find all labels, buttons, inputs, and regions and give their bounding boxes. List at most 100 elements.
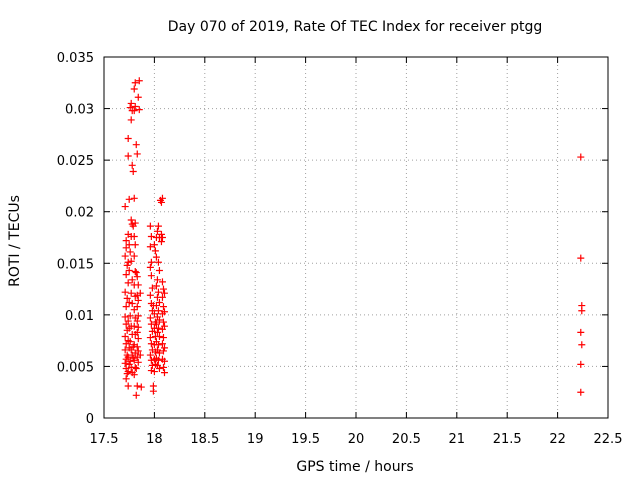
y-tick-label: 0.025 [57,154,94,169]
data-point [159,318,167,326]
data-point [123,294,131,302]
data-point [127,99,135,107]
y-tick-label: 0.035 [57,51,94,66]
data-point [152,253,160,261]
x-axis-ticks: 17.5 18 18.5 19 19.5 20 20.5 21 21.5 22 22.5 [90,57,623,447]
data-point [147,356,155,364]
data-point [155,316,163,324]
data-point [152,302,160,310]
x-tick-label: 18.5 [190,432,219,447]
data-point [155,333,163,341]
data-point [121,252,129,260]
data-point [159,303,167,311]
data-point [133,328,141,336]
x-tick-label: 22.5 [594,432,623,447]
data-point [133,273,141,281]
data-point [577,360,585,368]
data-point [147,232,155,240]
data-point [160,357,168,365]
data-point [151,247,159,255]
data-point [578,341,586,349]
data-point [577,388,585,396]
data-points [121,77,586,399]
data-point [153,276,161,284]
data-point [125,195,133,203]
data-point [158,293,166,301]
y-tick-label: 0.02 [65,206,94,221]
data-point [125,298,133,306]
data-point [134,323,142,331]
data-point [154,258,162,266]
data-point [130,356,138,364]
data-point [148,284,156,292]
data-point [160,308,168,316]
data-point [146,314,154,322]
data-point [128,300,136,308]
data-point [124,317,132,325]
data-point [149,387,157,395]
data-point [159,347,167,355]
x-tick-label: 19 [247,432,264,447]
data-point [130,194,138,202]
data-point [152,282,160,290]
grid-lines [104,57,608,418]
data-point [158,278,166,286]
x-tick-label: 21 [449,432,466,447]
data-point [124,279,132,287]
data-point [124,353,132,361]
data-point [125,267,133,275]
x-tick-label: 17.5 [90,432,119,447]
x-tick-label: 18 [146,432,163,447]
data-point [133,317,141,325]
y-tick-label: 0 [86,412,94,427]
data-point [121,313,129,321]
data-point [134,335,142,343]
x-axis-label: GPS time / hours [296,459,413,475]
data-point [121,288,129,296]
data-point [158,340,166,348]
data-point [154,341,162,349]
data-point [147,272,155,280]
data-point [133,303,141,311]
data-point [134,281,142,289]
data-point [154,356,162,364]
data-point [124,134,132,142]
data-point [147,367,155,375]
data-point [121,359,129,367]
data-point [160,344,168,352]
data-point [131,219,139,227]
data-point [124,382,132,390]
data-point [130,85,138,93]
data-point [131,241,139,249]
data-point [133,150,141,158]
data-point [577,254,585,262]
data-point [132,141,140,149]
data-point [121,346,129,354]
data-point [126,357,134,365]
data-point [124,152,132,160]
data-point [154,222,162,230]
data-point [130,371,138,379]
x-tick-label: 22 [549,432,566,447]
data-point [577,153,585,161]
data-point [137,383,145,391]
y-axis-ticks: 0 0.005 0.01 0.015 0.02 0.025 0.03 0.035 [57,51,608,427]
y-axis-label: ROTI / TECUs [7,195,23,287]
x-tick-label: 20 [348,432,365,447]
x-tick-label: 20.5 [392,432,421,447]
y-tick-label: 0.015 [57,257,94,272]
data-point [123,261,131,269]
data-point [127,216,135,224]
data-point [134,347,142,355]
data-point [126,312,134,320]
data-point [157,198,165,206]
data-point [155,349,163,357]
data-point [135,106,143,114]
data-point [157,238,165,246]
y-tick-label: 0.01 [65,309,94,324]
data-point [130,306,138,314]
data-point [146,351,154,359]
chart-title: Day 070 of 2019, Rate Of TEC Index for r… [168,19,543,35]
data-point [131,363,139,371]
data-point [134,358,142,366]
